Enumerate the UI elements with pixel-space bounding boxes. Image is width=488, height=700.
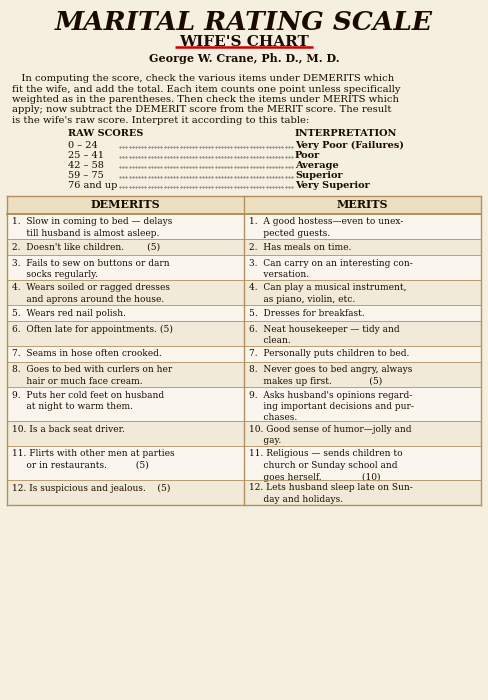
Bar [7, 386, 481, 421]
Text: 12. Is suspicious and jealous.    (5): 12. Is suspicious and jealous. (5) [12, 484, 170, 493]
Bar [7, 279, 481, 304]
Text: Very Poor (Failures): Very Poor (Failures) [295, 141, 404, 150]
Text: 1.  A good hostess—even to unex-
     pected guests.: 1. A good hostess—even to unex- pected g… [249, 218, 404, 238]
Text: weighted as in the parentheses. Then check the items under MERITS which: weighted as in the parentheses. Then che… [12, 95, 399, 104]
Bar [7, 321, 481, 346]
Text: 4.  Can play a musical instrument,
     as piano, violin, etc.: 4. Can play a musical instrument, as pia… [249, 284, 407, 304]
Bar [7, 361, 481, 386]
Text: 8.  Goes to bed with curlers on her
     hair or much face cream.: 8. Goes to bed with curlers on her hair … [12, 365, 172, 386]
Text: 5.  Wears red nail polish.: 5. Wears red nail polish. [12, 309, 126, 318]
Bar [7, 445, 481, 480]
Text: 5.  Dresses for breakfast.: 5. Dresses for breakfast. [249, 309, 365, 318]
Text: George W. Crane, Ph. D., M. D.: George W. Crane, Ph. D., M. D. [149, 52, 339, 64]
Text: 6.  Neat housekeeper — tidy and
     clean.: 6. Neat housekeeper — tidy and clean. [249, 325, 400, 345]
Text: is the wife's raw score. Interpret it according to this table:: is the wife's raw score. Interpret it ac… [12, 116, 309, 125]
Text: MARITAL RATING SCALE: MARITAL RATING SCALE [55, 10, 433, 34]
Text: 4.  Wears soiled or ragged dresses
     and aprons around the house.: 4. Wears soiled or ragged dresses and ap… [12, 284, 170, 304]
Text: 12. Lets husband sleep late on Sun-
     day and holidays.: 12. Lets husband sleep late on Sun- day … [249, 484, 413, 504]
Text: Poor: Poor [295, 150, 320, 160]
Text: 8.  Never goes to bed angry, always
     makes up first.             (5): 8. Never goes to bed angry, always makes… [249, 365, 412, 386]
Text: 7.  Seams in hose often crooked.: 7. Seams in hose often crooked. [12, 349, 162, 358]
Bar [7, 255, 481, 279]
Text: 9.  Puts her cold feet on husband
     at night to warm them.: 9. Puts her cold feet on husband at nigh… [12, 391, 164, 411]
Bar [7, 421, 481, 445]
Text: 10. Is a back seat driver.: 10. Is a back seat driver. [12, 424, 125, 433]
Bar [7, 480, 481, 505]
Text: DEMERITS: DEMERITS [91, 199, 161, 210]
Text: 59 – 75: 59 – 75 [68, 171, 104, 179]
Text: 7.  Personally puts children to bed.: 7. Personally puts children to bed. [249, 349, 409, 358]
Text: In computing the score, check the various items under DEMERITS which: In computing the score, check the variou… [12, 74, 394, 83]
Text: 11. Flirts with other men at parties
     or in restaurants.          (5): 11. Flirts with other men at parties or … [12, 449, 175, 470]
Bar [7, 214, 481, 239]
Text: MERITS: MERITS [337, 199, 388, 210]
Text: 42 – 58: 42 – 58 [68, 160, 104, 169]
Bar [7, 304, 481, 321]
Text: WIFE'S CHART: WIFE'S CHART [179, 35, 309, 49]
Text: 9.  Asks husband's opinions regard-
     ing important decisions and pur-
     c: 9. Asks husband's opinions regard- ing i… [249, 391, 414, 422]
Text: 76 and up: 76 and up [68, 181, 118, 190]
Text: apply; now subtract the DEMERIT score from the MERIT score. The result: apply; now subtract the DEMERIT score fr… [12, 106, 391, 115]
Text: fit the wife, and add the total. Each item counts one point unless specifically: fit the wife, and add the total. Each it… [12, 85, 401, 94]
Text: 2.  Has meals on time.: 2. Has meals on time. [249, 242, 351, 251]
Text: Average: Average [295, 160, 339, 169]
Text: 10. Good sense of humor—jolly and
     gay.: 10. Good sense of humor—jolly and gay. [249, 424, 411, 445]
Text: 3.  Can carry on an interesting con-
     versation.: 3. Can carry on an interesting con- vers… [249, 258, 413, 279]
Text: Superior: Superior [295, 171, 343, 179]
Text: 3.  Fails to sew on buttons or darn
     socks regularly.: 3. Fails to sew on buttons or darn socks… [12, 258, 170, 279]
Text: 11. Religious — sends children to
     church or Sunday school and
     goes her: 11. Religious — sends children to church… [249, 449, 403, 482]
Bar [7, 195, 481, 214]
Text: RAW SCORES: RAW SCORES [68, 130, 143, 139]
Text: 1.  Slow in coming to bed — delays
     till husband is almost asleep.: 1. Slow in coming to bed — delays till h… [12, 218, 172, 238]
Bar [7, 346, 481, 361]
Text: 25 – 41: 25 – 41 [68, 150, 104, 160]
Text: 6.  Often late for appointments. (5): 6. Often late for appointments. (5) [12, 325, 173, 334]
Text: 0 – 24: 0 – 24 [68, 141, 98, 150]
Text: 2.  Doesn't like children.        (5): 2. Doesn't like children. (5) [12, 242, 160, 251]
Bar [7, 239, 481, 255]
Text: INTERPRETATION: INTERPRETATION [295, 130, 397, 139]
Text: Very Superior: Very Superior [295, 181, 370, 190]
